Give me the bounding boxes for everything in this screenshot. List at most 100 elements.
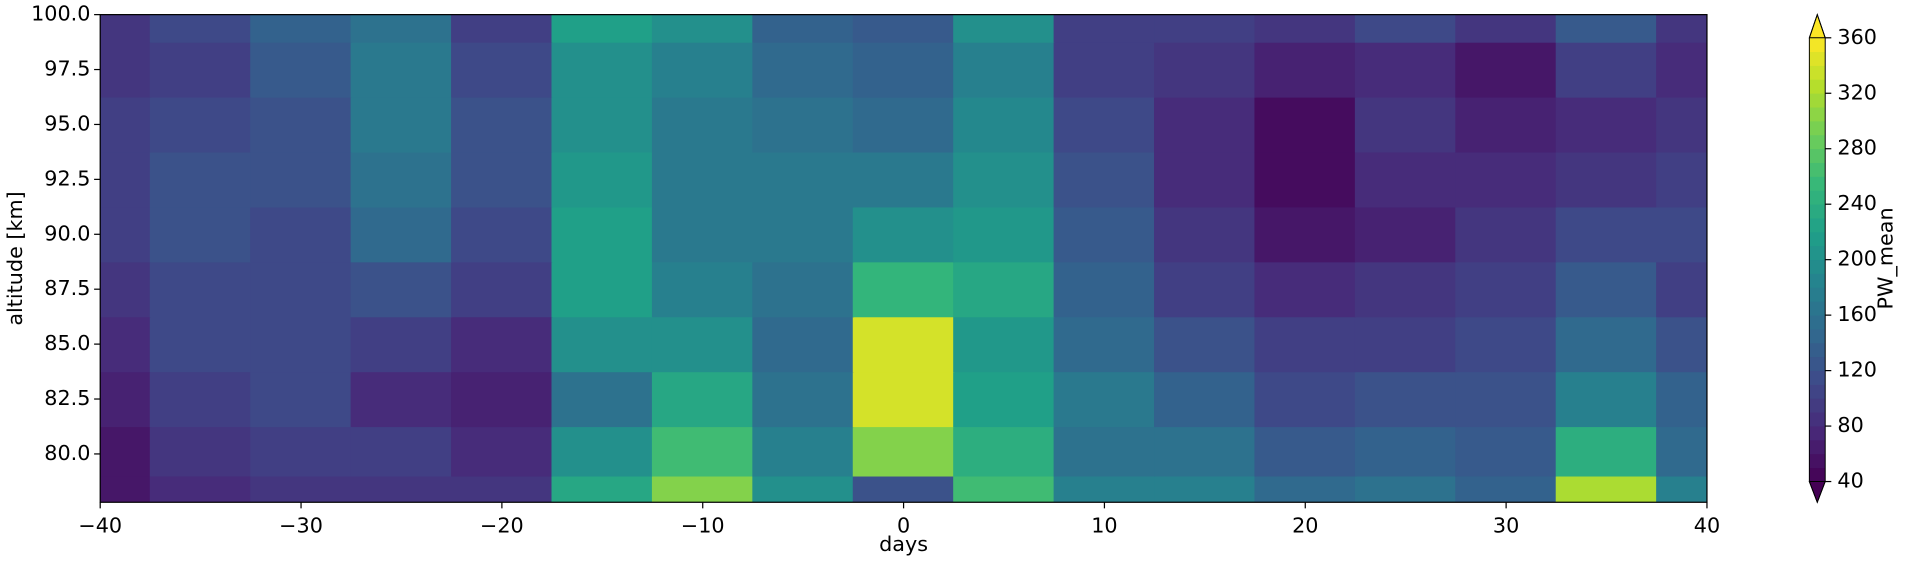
field-cell [1053, 206, 1156, 263]
field-cell [1154, 14, 1256, 43]
field-cell [1656, 96, 1707, 153]
field-cell [149, 96, 252, 153]
y-tick-label: 85.0 [44, 331, 90, 355]
field-cell [1053, 370, 1156, 428]
field-cell [1555, 41, 1658, 98]
field-cell [1254, 370, 1357, 428]
field-cell [551, 151, 654, 208]
field-cell [149, 475, 252, 503]
field-cell [1154, 316, 1256, 373]
colorbar-band [1809, 384, 1826, 399]
field-cell [1555, 370, 1658, 428]
colorbar-band [1809, 245, 1826, 261]
field-cell [1455, 475, 1557, 503]
colorbar-label: PW_mean [1873, 207, 1898, 309]
field-cell [1154, 261, 1256, 318]
field-cell [852, 425, 955, 477]
colorbar-band [1809, 273, 1826, 288]
colorbar-band [1809, 65, 1826, 80]
field-cell [1555, 261, 1658, 318]
x-tick-label: 20 [1292, 514, 1318, 538]
field-cell [551, 206, 654, 263]
field-cell [1656, 206, 1707, 263]
field-cell [1053, 475, 1156, 503]
field-cell [1455, 41, 1557, 98]
colorbar-band [1809, 411, 1826, 427]
field-cell [752, 475, 854, 503]
field-cell [1053, 261, 1156, 318]
colorbar-band [1809, 203, 1826, 219]
field-cell [1154, 206, 1256, 263]
field-cell [1254, 41, 1357, 98]
x-tick-label: 30 [1493, 514, 1519, 538]
colorbar-tick-label: 280 [1837, 136, 1877, 160]
field-cell [651, 425, 754, 477]
field-cell [1555, 316, 1658, 373]
field-cell [651, 475, 754, 503]
field-cell [451, 96, 553, 153]
field-cell [1254, 425, 1357, 477]
x-tick-label: 0 [897, 514, 910, 538]
x-tick-label: 40 [1694, 514, 1720, 538]
field-cell [1254, 316, 1357, 373]
field-cell [149, 14, 252, 43]
colorbar-band [1809, 439, 1826, 455]
colorbar-band [1809, 92, 1826, 108]
field-cell [250, 370, 352, 428]
field-cell [1354, 370, 1457, 428]
colorbar-band [1809, 176, 1826, 191]
colorbar-band [1809, 356, 1826, 371]
field-cell [1555, 206, 1658, 263]
field-cell [551, 41, 654, 98]
field-cell [1555, 14, 1658, 43]
field-cell [350, 151, 453, 208]
field-cell [1254, 206, 1357, 263]
field-cell [752, 316, 854, 373]
field-cell [1254, 261, 1357, 318]
field-cell [1656, 425, 1707, 477]
field-cell [1656, 41, 1707, 98]
field-cell [350, 261, 453, 318]
field-cell [250, 96, 352, 153]
field-cell [149, 41, 252, 98]
colorbar-tick-label: 240 [1837, 191, 1877, 215]
colorbar-band [1809, 300, 1826, 316]
field-cell [451, 41, 553, 98]
field-cell [1455, 206, 1557, 263]
field-cell [551, 475, 654, 503]
field-cell [1354, 316, 1457, 373]
field-cell [651, 41, 754, 98]
field-cell [752, 425, 854, 477]
field-cell [149, 261, 252, 318]
colorbar-band [1809, 189, 1826, 205]
field-cell [1154, 425, 1256, 477]
field-cell [752, 261, 854, 318]
field-cell [953, 475, 1055, 503]
field-cell [1555, 425, 1658, 477]
field-cell [1656, 475, 1707, 503]
field-cell [1154, 475, 1256, 503]
x-tick-label: −40 [78, 514, 122, 538]
field-cell [1455, 316, 1557, 373]
field-cell [451, 370, 553, 428]
field-cell [1555, 151, 1658, 208]
field-cell [852, 261, 955, 318]
field-cell [1154, 370, 1256, 428]
field-cell [1154, 96, 1256, 153]
field-cell [1354, 261, 1457, 318]
field-cell [651, 316, 754, 373]
field-cell [551, 425, 654, 477]
field-cell [1053, 316, 1156, 373]
field-cell [100, 261, 152, 318]
field-cell [1455, 261, 1557, 318]
field-cell [250, 151, 352, 208]
colorbar-tick-label: 160 [1837, 302, 1877, 326]
colorbar-band [1809, 106, 1826, 122]
field-cell [852, 316, 955, 373]
field-cell [451, 206, 553, 263]
field-cell [1354, 14, 1457, 43]
field-cell [100, 41, 152, 98]
field-cell [852, 370, 955, 428]
y-tick-label: 80.0 [44, 441, 90, 465]
